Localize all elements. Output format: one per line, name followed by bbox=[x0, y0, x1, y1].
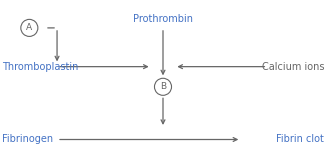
Text: Fibrinogen: Fibrinogen bbox=[2, 135, 53, 144]
Text: A: A bbox=[26, 23, 32, 32]
Text: B: B bbox=[160, 82, 166, 91]
Text: Calcium ions: Calcium ions bbox=[262, 62, 324, 72]
Text: Fibrin clot: Fibrin clot bbox=[276, 135, 324, 144]
Text: Prothrombin: Prothrombin bbox=[133, 14, 193, 24]
Text: Thromboplastin: Thromboplastin bbox=[2, 62, 78, 72]
